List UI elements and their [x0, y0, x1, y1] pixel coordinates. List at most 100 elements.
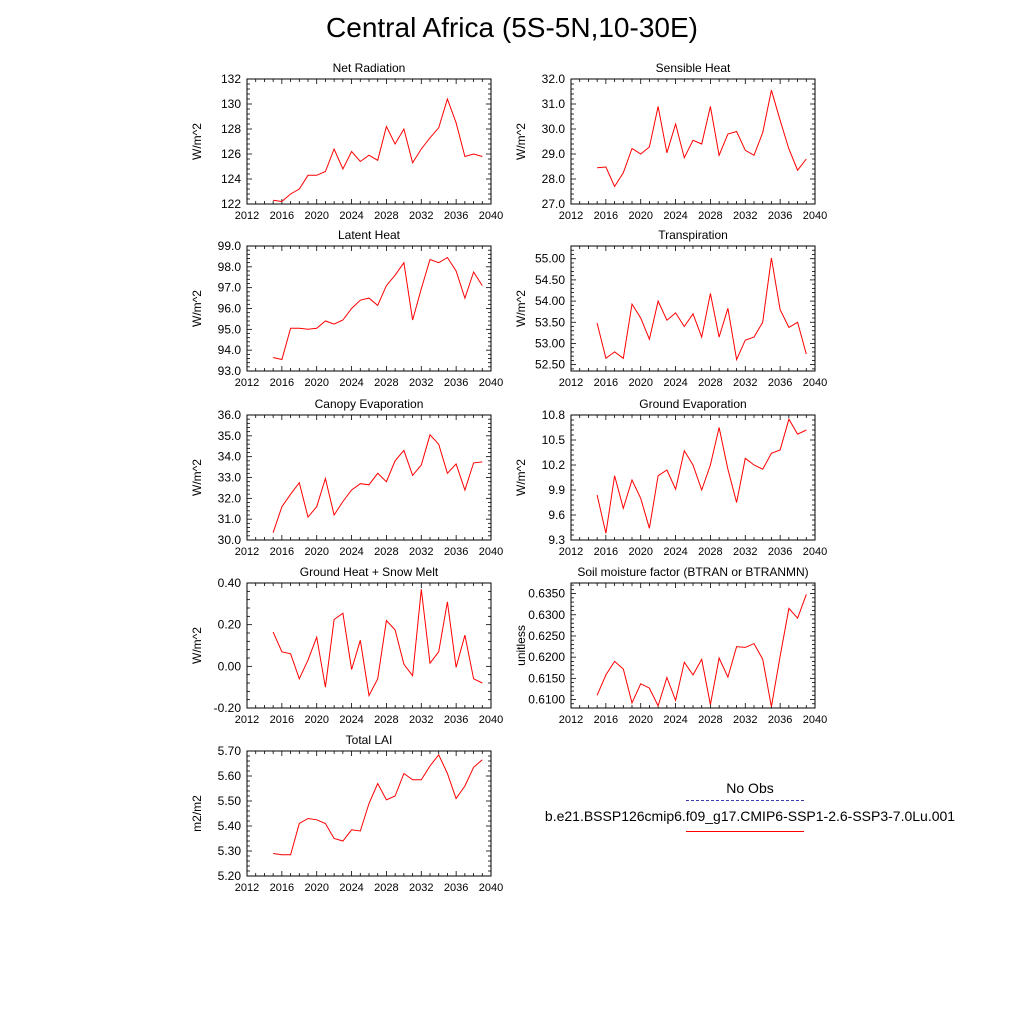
y-tick-label: 36.0	[218, 408, 242, 422]
panel-2: 2012 2016 2020 2024 2028 2032 2036 2040 27.0 28.0…	[514, 61, 827, 222]
series-line	[597, 90, 807, 188]
panel-title: Transpiration	[658, 228, 728, 242]
x-tick-label: 2020	[628, 377, 652, 389]
x-tick-label: 2020	[304, 882, 328, 894]
y-tick-label: 0.20	[218, 618, 242, 632]
y-tick-label: 94.0	[218, 343, 242, 357]
y-tick-label: 0.6100	[528, 693, 565, 707]
panel-1: 2012 2016 2020 2024 2028 2032 2036 2040 122 124 12…	[190, 61, 503, 222]
x-tick-label: 2024	[339, 714, 363, 726]
x-tick-label: 2020	[304, 714, 328, 726]
plot-frame	[246, 750, 492, 877]
x-tick-label: 2036	[768, 210, 792, 222]
y-tick-label: 33.0	[218, 471, 242, 485]
y-axis-label: W/m^2	[514, 459, 528, 496]
x-tick-label: 2012	[235, 377, 259, 389]
x-tick-label: 2028	[374, 714, 398, 726]
y-tick-label: 29.0	[542, 147, 566, 161]
x-tick-label: 2020	[628, 546, 652, 558]
y-axis-label: m2/m2	[190, 795, 204, 832]
x-tick-label: 2020	[304, 210, 328, 222]
panel-title: Ground Evaporation	[639, 397, 746, 411]
x-tick-label: 2032	[409, 377, 433, 389]
x-tick-label: 2032	[409, 882, 433, 894]
y-tick-label: 5.40	[218, 819, 242, 833]
y-tick-label: 10.8	[542, 408, 566, 422]
y-tick-label: 5.30	[218, 844, 242, 858]
x-tick-label: 2040	[803, 210, 827, 222]
legend-entry-no-obs: No Obs	[726, 780, 774, 796]
plot-frame	[246, 78, 492, 205]
x-tick-label: 2012	[235, 546, 259, 558]
x-tick-label: 2040	[479, 882, 503, 894]
x-tick-label: 2016	[270, 546, 294, 558]
y-tick-label: 99.0	[218, 239, 242, 253]
y-tick-label: 35.0	[218, 429, 242, 443]
x-tick-label: 2024	[663, 377, 687, 389]
x-tick-label: 2036	[444, 714, 468, 726]
y-axis-label: W/m^2	[514, 123, 528, 160]
y-tick-label: 34.0	[218, 450, 242, 464]
x-tick-label: 2032	[733, 546, 757, 558]
x-tick-label: 2024	[663, 210, 687, 222]
series-line	[596, 257, 807, 362]
y-tick-label: 28.0	[542, 172, 566, 186]
panel-8: 2012 2016 2020 2024 2028 2032 2036 2040 0.6100 0.…	[514, 565, 827, 726]
y-tick-label: 5.50	[218, 794, 242, 808]
x-tick-label: 2012	[235, 882, 259, 894]
legend-swatch-no-obs	[686, 800, 804, 801]
panel-title: Total LAI	[346, 733, 393, 747]
x-tick-label: 2036	[768, 377, 792, 389]
x-tick-label: 2040	[479, 714, 503, 726]
y-tick-label: 30.0	[218, 533, 242, 547]
x-tick-label: 2028	[374, 377, 398, 389]
series-line	[596, 417, 807, 534]
x-tick-label: 2040	[479, 546, 503, 558]
y-tick-label: 0.00	[218, 659, 242, 673]
y-tick-label: 0.6350	[528, 587, 565, 601]
series-line	[272, 433, 483, 533]
x-tick-label: 2036	[768, 714, 792, 726]
y-tick-label: 98.0	[218, 260, 242, 274]
x-tick-label: 2012	[559, 546, 583, 558]
panel-7: 2012 2016 2020 2024 2028 2032 2036 2040 -0.20 0.0…	[190, 565, 503, 726]
x-tick-label: 2032	[409, 546, 433, 558]
x-tick-label: 2012	[559, 377, 583, 389]
panel-6: 2012 2016 2020 2024 2028 2032 2036 2040 9.3 9.6 9.…	[514, 397, 827, 558]
y-axis-label: W/m^2	[190, 290, 204, 327]
y-tick-label: 10.2	[542, 458, 566, 472]
y-tick-label: 53.00	[535, 336, 565, 350]
x-tick-label: 2016	[594, 377, 618, 389]
y-tick-label: 0.6200	[528, 650, 565, 664]
y-axis-label: W/m^2	[190, 123, 204, 160]
panel-9: 2012 2016 2020 2024 2028 2032 2036 2040 5.20 5.30…	[190, 733, 503, 894]
y-tick-label: 95.0	[218, 322, 242, 336]
plot-frame	[570, 78, 816, 205]
x-tick-label: 2028	[374, 210, 398, 222]
y-tick-label: 132	[221, 72, 241, 86]
y-tick-label: 9.9	[548, 483, 565, 497]
panel-4: 2012 2016 2020 2024 2028 2032 2036 2040 52.50 53.…	[514, 228, 827, 389]
panel-title: Canopy Evaporation	[315, 397, 424, 411]
x-tick-label: 2012	[235, 714, 259, 726]
y-axis-label: W/m^2	[514, 290, 528, 327]
plot-frame	[246, 414, 492, 541]
x-tick-label: 2028	[374, 882, 398, 894]
x-tick-label: 2032	[733, 210, 757, 222]
y-tick-label: 5.70	[218, 744, 242, 758]
y-tick-label: 52.50	[535, 358, 565, 372]
x-tick-label: 2032	[733, 714, 757, 726]
y-tick-label: 0.40	[218, 576, 242, 590]
y-tick-label: 5.20	[218, 869, 242, 883]
x-tick-label: 2016	[270, 882, 294, 894]
x-tick-label: 2036	[444, 210, 468, 222]
panel-title: Ground Heat + Snow Melt	[300, 565, 439, 579]
x-tick-label: 2016	[270, 714, 294, 726]
y-tick-label: 54.50	[535, 273, 565, 287]
panel-title: Latent Heat	[338, 228, 401, 242]
x-tick-label: 2012	[235, 210, 259, 222]
y-axis-label: W/m^2	[190, 459, 204, 496]
x-tick-label: 2036	[444, 546, 468, 558]
y-axis-label: unitless	[514, 625, 528, 666]
